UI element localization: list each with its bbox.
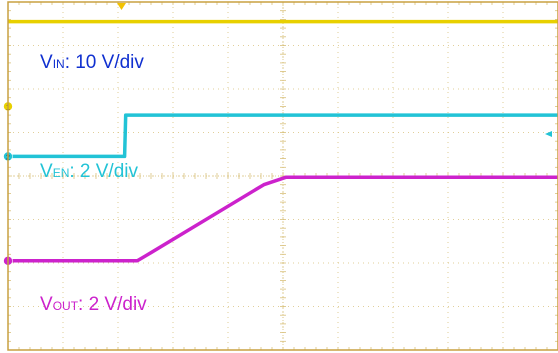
channel-3-scale-label: VOUT: 2 V/div (40, 294, 147, 315)
channel-2-scale-label: VEN: 2 V/div (40, 161, 139, 182)
label-subscript: IN (53, 57, 65, 71)
label-scale: : 2 V/div (78, 294, 147, 315)
channel-1-scale-label: VIN: 10 V/div (40, 52, 144, 73)
label-main: V (40, 161, 53, 182)
trace-ven (8, 113, 558, 159)
trace-vout (8, 175, 558, 263)
trigger-level-marker (545, 131, 552, 137)
plot-frame (7, 1, 558, 351)
waveform-traces (8, 19, 558, 263)
label-main: V (40, 294, 53, 315)
label-scale: : 10 V/div (65, 52, 145, 73)
trigger-position-marker (117, 3, 126, 10)
channel-labels: VIN: 10 V/div VEN: 2 V/div VOUT: 2 V/div (40, 52, 147, 315)
label-scale: : 2 V/div (69, 161, 138, 182)
label-main: V (40, 52, 53, 73)
label-subscript: OUT (53, 299, 79, 313)
label-subscript: EN (53, 166, 70, 180)
